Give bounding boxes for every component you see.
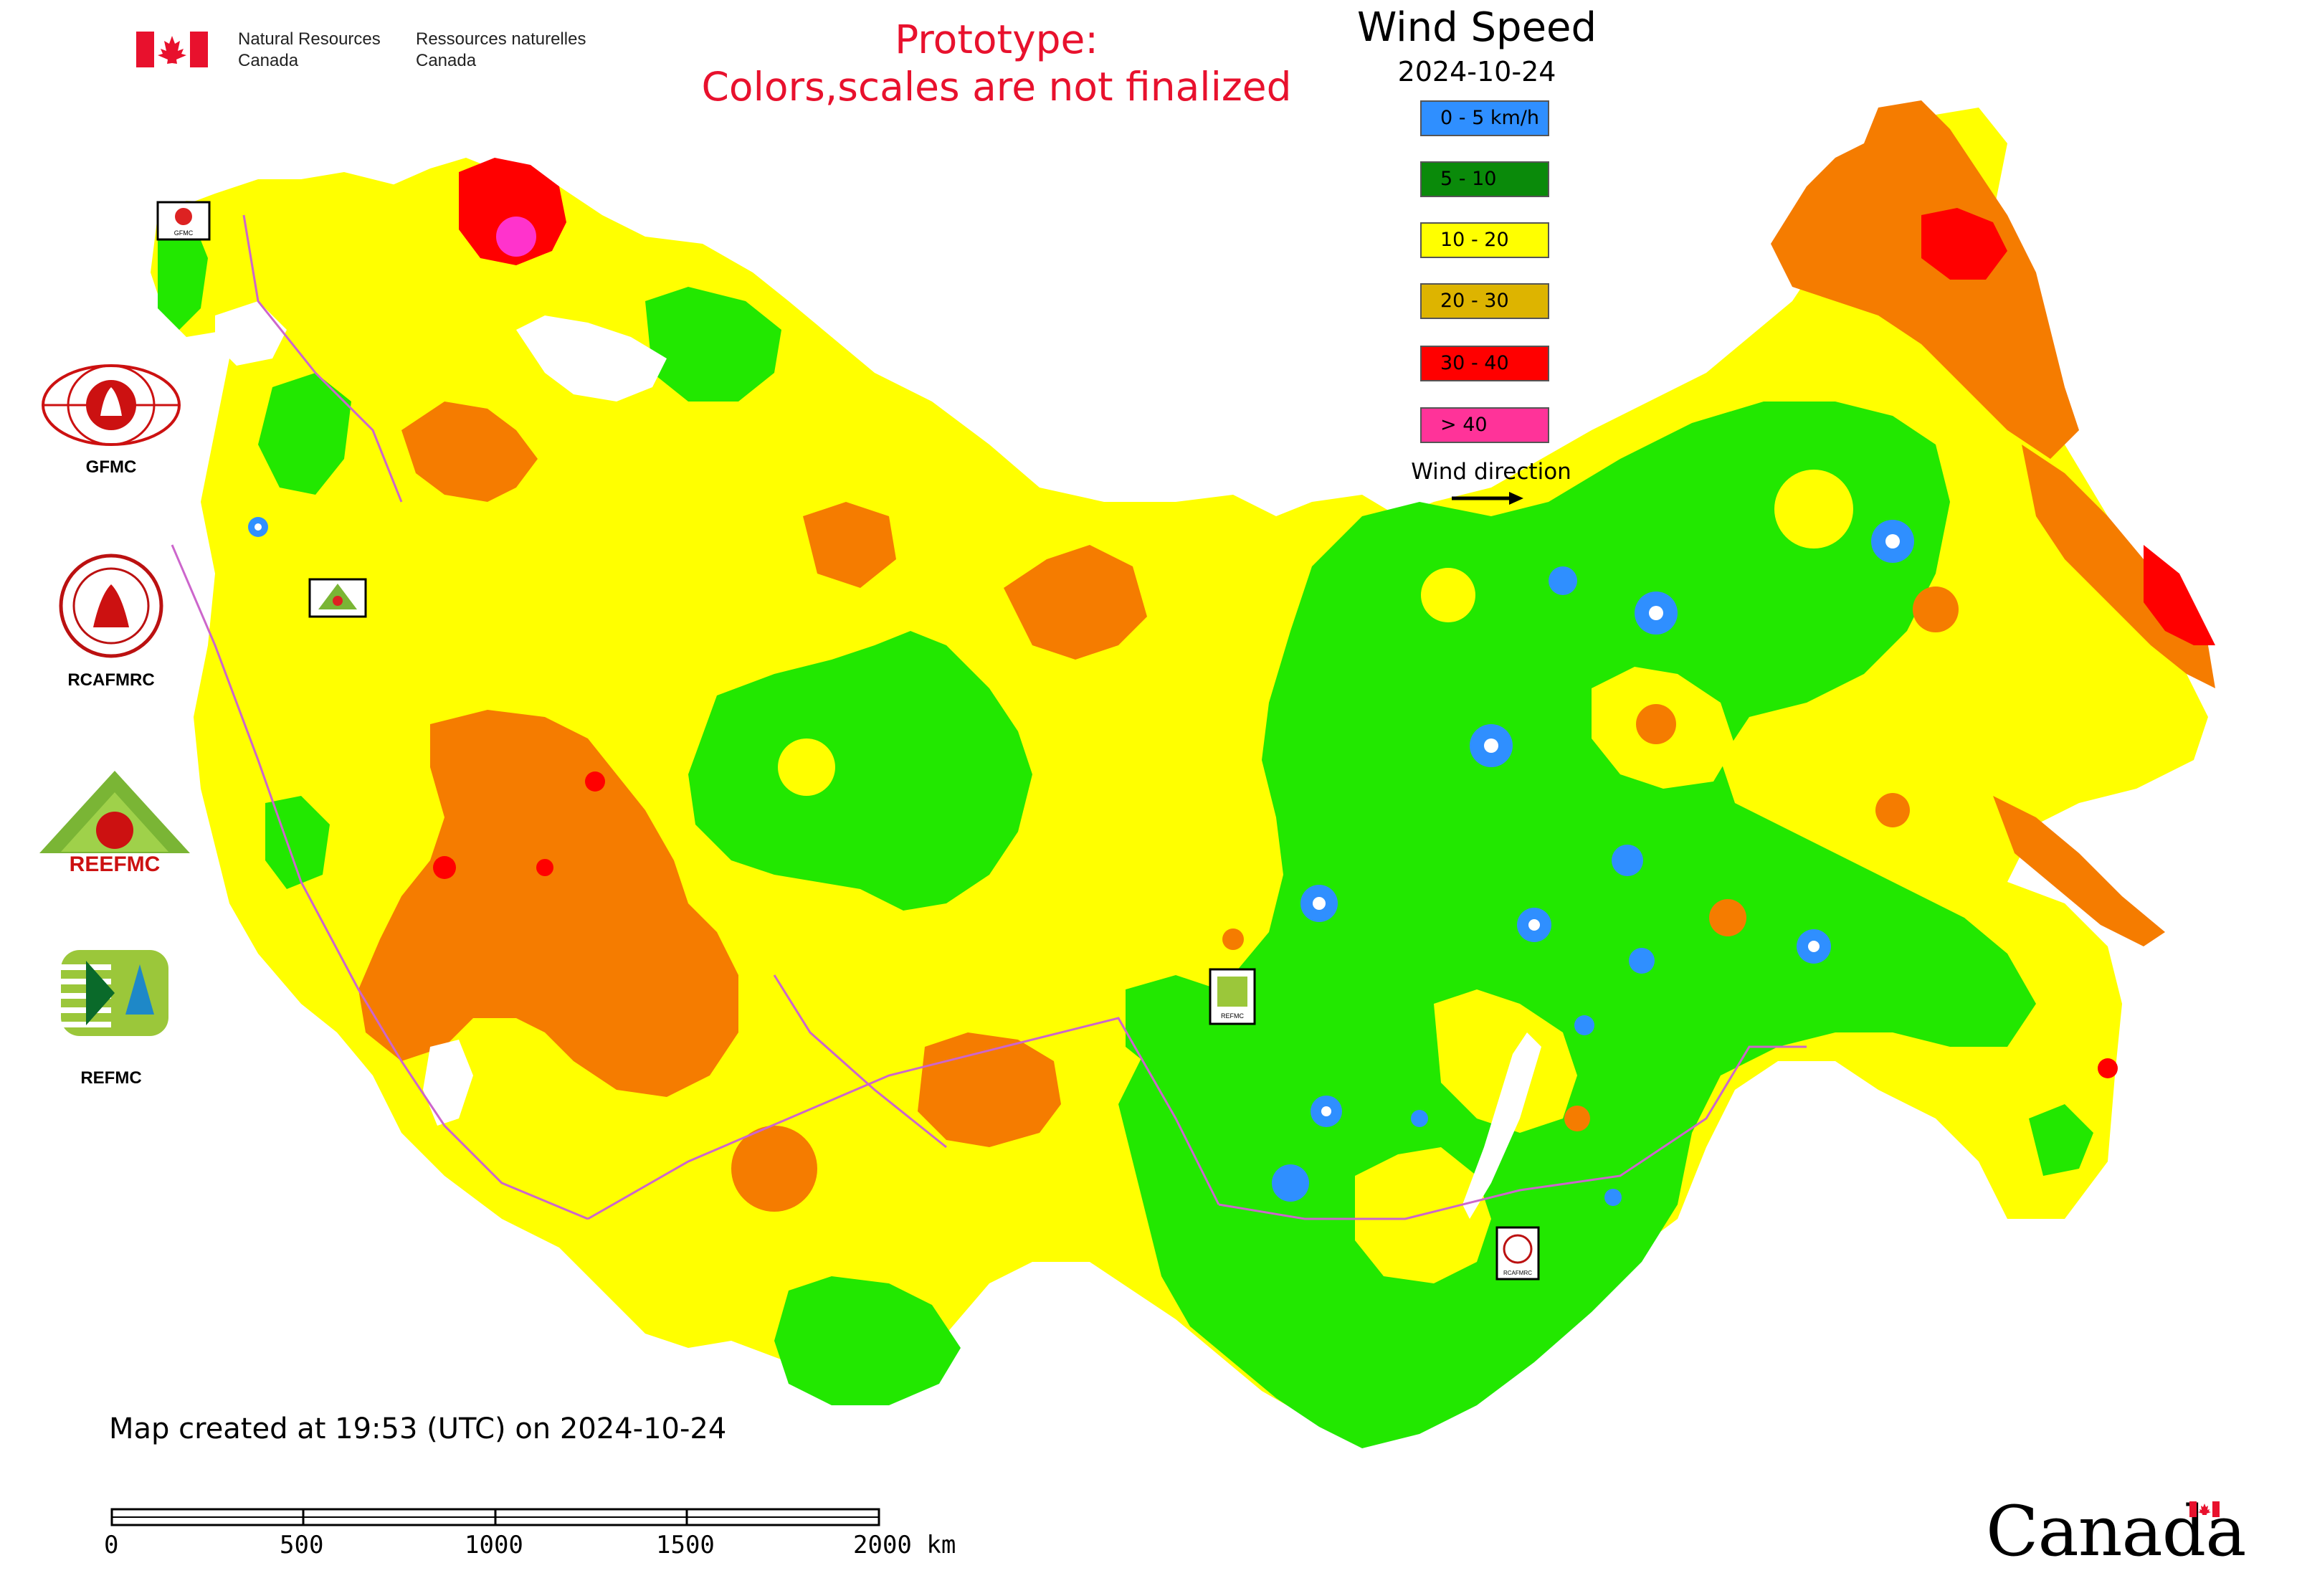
prototype-notice-line2: Colors,scales are not finalized <box>701 64 1292 110</box>
canada-wordmark: Canada <box>1986 1491 2246 1572</box>
legend-swatch-gale: > 40 <box>1420 407 1549 443</box>
reefmc-logo: REEFMC <box>39 771 190 875</box>
spot-fresh-3 <box>1913 586 1959 632</box>
chukotka <box>1771 100 2079 459</box>
wind-direction-arrow-icon <box>1452 492 1523 505</box>
legend-swatch-fresh: 20 - 30 <box>1420 283 1549 319</box>
spot-fresh-6 <box>1564 1106 1590 1131</box>
country-borders <box>171 214 1807 1220</box>
zone-moderate-lena <box>1774 470 1853 548</box>
canada-flag-icon <box>136 32 208 67</box>
legend-swatch-strong: 30 - 40 <box>1420 346 1549 381</box>
scale-label-1000: 1000 <box>465 1531 523 1559</box>
lake-baikal <box>1462 1032 1541 1219</box>
caspian-sea <box>423 1040 473 1126</box>
rcafmrc-logo <box>59 554 163 658</box>
sakhalin <box>1993 796 2165 946</box>
legend-title: Wind Speed <box>1356 4 1597 51</box>
spot-strong-2 <box>585 771 605 792</box>
marker-gfmc[interactable]: GFMC <box>156 201 211 241</box>
government-identity: Natural Resources Canada Ressources natu… <box>136 29 609 79</box>
marker-rcafmrc-label: RCAFMRC <box>1503 1270 1532 1276</box>
spot-strong-1 <box>433 856 456 879</box>
prototype-notice-line1: Prototype: <box>895 16 1098 62</box>
kamchatka-strong <box>2144 545 2215 645</box>
zone-fresh-west <box>358 710 738 1097</box>
zone-fresh-kz <box>731 1126 817 1212</box>
marker-refmc-label: REFMC <box>1221 1012 1244 1020</box>
wordmark-flag-icon <box>2189 1501 2220 1517</box>
zone-gale-kola <box>496 217 536 257</box>
gfmc-label: GFMC <box>85 457 137 477</box>
zone-fresh-yamal <box>803 502 896 588</box>
legend-swatch-light: 5 - 10 <box>1420 161 1549 197</box>
legend-date: 2024-10-24 <box>1397 56 1556 87</box>
zone-light-scand <box>158 222 208 330</box>
zone-moderate-evenk <box>1421 568 1475 622</box>
marker-reefmc[interactable] <box>308 578 367 618</box>
agency-name-fr: Ressources naturelles Canada <box>416 29 586 70</box>
zone-fresh-taymyr <box>1004 545 1147 660</box>
zone-light-central <box>688 631 1032 911</box>
spot-fresh-1 <box>1636 704 1676 744</box>
spot-strong-3 <box>536 859 553 876</box>
marker-refmc[interactable]: REFMC <box>1209 968 1256 1025</box>
gulf-of-finland <box>215 301 287 366</box>
scale-label-0: 0 <box>104 1531 119 1559</box>
wind-direction-label: Wind direction <box>1411 459 1571 485</box>
marker-gfmc-label: GFMC <box>174 229 194 237</box>
zone-moderate-taiga <box>778 738 835 796</box>
refmc-label: REFMC <box>80 1068 142 1088</box>
agency-name-en: Natural Resources Canada <box>238 29 381 70</box>
zone-light-east <box>1118 402 2036 1448</box>
scale-label-500: 500 <box>280 1531 324 1559</box>
scale-bar <box>110 1508 880 1526</box>
zone-strong-kola <box>459 158 566 265</box>
zone-light-altai <box>774 1276 961 1405</box>
reefmc-logo-text: REEFMC <box>70 852 161 875</box>
legend-swatch-moderate: 10 - 20 <box>1420 222 1549 258</box>
map-created-note: Map created at 19:53 (UTC) on 2024-10-24 <box>109 1412 727 1445</box>
zone-light-kamchatka <box>2029 1104 2093 1176</box>
zone-strong-chukotka <box>1921 208 2007 280</box>
zone-light-baltic <box>265 796 330 889</box>
zone-light-karelia <box>258 373 351 495</box>
zone-moderate-transbaikal <box>1434 989 1577 1133</box>
rcafmrc-label: RCAFMRC <box>67 670 155 690</box>
spot-strong-4 <box>2098 1058 2118 1078</box>
zone-fresh-volga <box>918 1032 1061 1147</box>
refmc-logo <box>61 950 168 1036</box>
white-sea <box>516 315 667 402</box>
zone-fresh-north <box>401 402 538 502</box>
prototype-notice: Prototype: Colors,scales are not finaliz… <box>645 16 1348 110</box>
zone-light-kola <box>645 287 781 402</box>
calm-spots <box>248 517 1914 1206</box>
zone-light-novosib <box>1126 975 1233 1075</box>
scale-label-1500: 1500 <box>656 1531 715 1559</box>
spot-fresh-5 <box>1222 928 1244 950</box>
legend-swatch-calm: 0 - 5 km/h <box>1420 100 1549 136</box>
spot-fresh-4 <box>1875 793 1910 827</box>
gfmc-logo <box>42 364 181 446</box>
scale-label-2000: 2000 km <box>853 1531 956 1559</box>
spot-fresh-2 <box>1709 899 1746 936</box>
marker-rcafmrc[interactable]: RCAFMRC <box>1495 1226 1540 1281</box>
